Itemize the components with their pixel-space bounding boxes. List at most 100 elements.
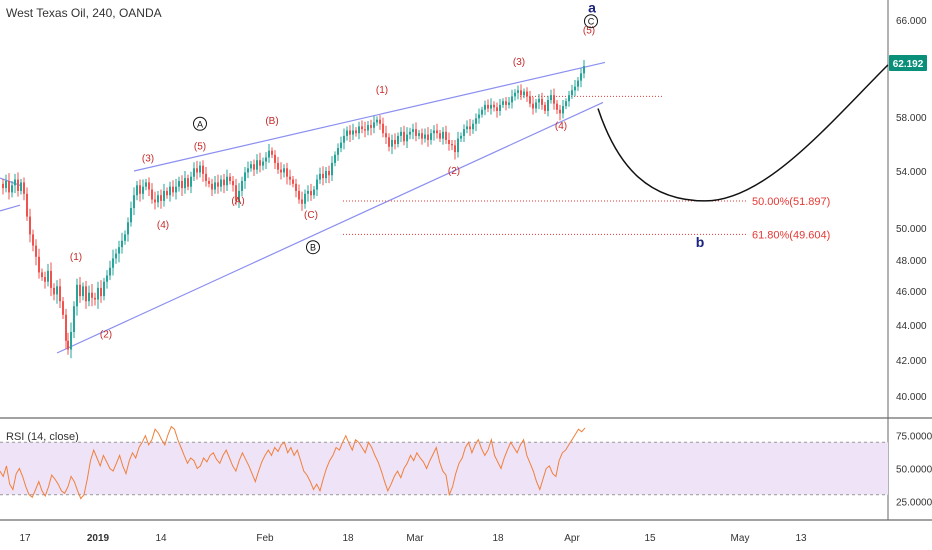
- candle-body: [346, 130, 348, 136]
- candle-body: [157, 195, 159, 203]
- circled-wave-marker: [584, 14, 598, 29]
- candle-body: [139, 185, 141, 194]
- candle-body: [280, 169, 282, 173]
- wave-label: (3): [142, 154, 154, 165]
- candle-body: [538, 98, 540, 103]
- rsi-band: [0, 442, 888, 495]
- candle-body: [232, 180, 234, 186]
- candle-body: [41, 272, 43, 278]
- wave-label: (3): [513, 57, 525, 68]
- candle-body: [385, 133, 387, 138]
- candle-body: [283, 168, 285, 173]
- candle-body: [499, 104, 501, 111]
- candle-body: [5, 180, 7, 189]
- candle-body: [562, 106, 564, 114]
- candle-body: [295, 183, 297, 191]
- candle-body: [355, 130, 357, 134]
- candle-body: [2, 183, 4, 189]
- candle-body: [304, 193, 306, 204]
- candle-body: [250, 164, 252, 169]
- candle-body: [8, 180, 10, 193]
- candle-body: [532, 103, 534, 109]
- candle-body: [379, 119, 381, 124]
- candle-body: [97, 287, 99, 300]
- candle-body: [127, 222, 129, 235]
- candle-body: [550, 95, 552, 101]
- candle-body: [76, 284, 78, 307]
- candle-body: [32, 234, 34, 246]
- candle-body: [172, 186, 174, 193]
- time-axis-tick: 17: [19, 533, 31, 544]
- candle-body: [412, 129, 414, 132]
- candle-body: [367, 125, 369, 131]
- candle-body: [163, 190, 165, 201]
- candle-body: [184, 178, 186, 189]
- candle-body: [298, 190, 300, 200]
- time-axis-tick: 13: [795, 533, 807, 544]
- candle-body: [541, 98, 543, 105]
- candle-body: [409, 131, 411, 135]
- candle-body: [62, 301, 64, 315]
- candle-body: [223, 179, 225, 186]
- price-axis-tick: 42.000: [896, 356, 927, 367]
- fib-level-label: 50.00%(51.897): [752, 196, 830, 208]
- candle-body: [26, 193, 28, 217]
- candle-body: [44, 277, 46, 282]
- candle-body: [427, 134, 429, 140]
- price-axis-tick: 46.000: [896, 287, 927, 298]
- candle-body: [53, 287, 55, 295]
- candle-body: [65, 314, 67, 341]
- candle-body: [310, 190, 312, 196]
- candle-body: [553, 95, 555, 104]
- candle-body: [487, 104, 489, 109]
- candle-body: [178, 180, 180, 187]
- price-axis-tick: 40.000: [896, 392, 927, 403]
- wave-label: (4): [157, 220, 169, 231]
- candle-body: [50, 270, 52, 288]
- candle-body: [340, 142, 342, 149]
- wave-label: (A): [231, 196, 244, 207]
- candle-body: [256, 160, 258, 170]
- candle-body: [14, 179, 16, 186]
- candle-body: [571, 90, 573, 96]
- candle-body: [361, 126, 363, 130]
- wave-label: (5): [583, 25, 595, 36]
- candle-body: [29, 216, 31, 235]
- candle-body: [439, 133, 441, 139]
- candle-body: [472, 123, 474, 130]
- candle-body: [292, 179, 294, 184]
- candle-body: [112, 258, 114, 268]
- candle-body: [475, 118, 477, 124]
- candle-body: [478, 114, 480, 119]
- candle-body: [235, 185, 237, 201]
- candle-body: [565, 101, 567, 107]
- candle-body: [319, 173, 321, 180]
- candle-body: [316, 179, 318, 190]
- wave-label: (2): [100, 329, 112, 340]
- time-axis-tick: 14: [155, 533, 167, 544]
- time-axis-tick: 15: [644, 533, 656, 544]
- candle-body: [67, 340, 69, 350]
- candle-body: [11, 185, 13, 193]
- time-axis-tick: Feb: [256, 533, 274, 544]
- wave-label: (1): [376, 85, 388, 96]
- candle-body: [17, 179, 19, 191]
- rsi-title: RSI (14, close): [6, 431, 79, 443]
- candle-body: [343, 135, 345, 143]
- wave-label: (1): [70, 252, 82, 263]
- candle-body: [400, 131, 402, 136]
- candle-body: [325, 171, 327, 179]
- candle-body: [547, 100, 549, 111]
- candle-body: [529, 96, 531, 104]
- chart-title: West Texas Oil, 240, OANDA: [6, 6, 162, 20]
- candle-body: [421, 133, 423, 139]
- candle-body: [109, 267, 111, 276]
- time-axis-tick: 18: [342, 533, 354, 544]
- candle-body: [202, 165, 204, 174]
- candle-body: [56, 286, 58, 295]
- candle-body: [481, 109, 483, 115]
- channel-upper-line: [133, 61, 606, 172]
- price-axis-tick: 44.000: [896, 321, 927, 332]
